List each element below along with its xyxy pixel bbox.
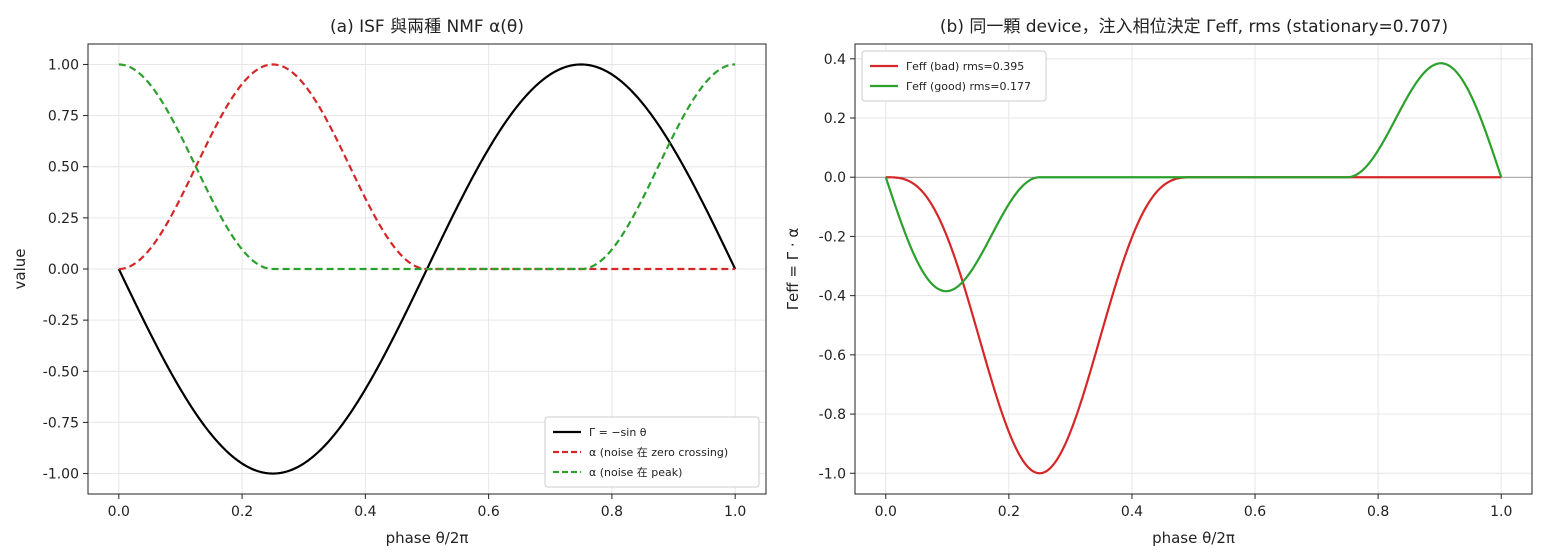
y-tick-label: 0.4 bbox=[824, 52, 846, 68]
legend-label-1: α (noise 在 zero crossing) bbox=[589, 446, 728, 459]
x-tick-label: 0.2 bbox=[231, 504, 253, 520]
chart-b-series bbox=[855, 62, 1532, 475]
chart-b-frame bbox=[854, 43, 1533, 495]
y-tick-label: -0.50 bbox=[43, 364, 79, 380]
y-tick-label: -0.2 bbox=[819, 229, 846, 245]
y-tick-label: -1.00 bbox=[43, 467, 79, 483]
y-tick-label: 0.75 bbox=[48, 109, 79, 125]
series-line-0 bbox=[885, 176, 1502, 475]
chart-a-title: (a) ISF 與兩種 NMF α(θ) bbox=[330, 17, 524, 37]
x-tick-label: 0.0 bbox=[108, 504, 130, 520]
chart-a-x-ticks: 0.0 0.2 0.4 0.6 0.8 1.0 bbox=[108, 494, 746, 520]
chart-b-y-axis-label: Γeff = Γ · α bbox=[784, 228, 802, 311]
series-line-1 bbox=[884, 62, 1503, 293]
x-tick-label: 0.6 bbox=[478, 504, 500, 520]
chart-a-series bbox=[117, 63, 737, 475]
x-tick-label: 1.0 bbox=[1490, 504, 1512, 520]
x-tick-label: 0.6 bbox=[1244, 504, 1266, 520]
chart-b-y-ticks: 0.4 0.2 0.0 -0.2 -0.4 -0.6 -0.8 -1.0 bbox=[819, 52, 855, 482]
chart-b-legend: Γeff (bad) rms=0.395 Γeff (good) rms=0.17… bbox=[861, 50, 1047, 102]
y-tick-label: 0.50 bbox=[48, 160, 79, 176]
y-tick-label: -1.0 bbox=[819, 466, 846, 482]
x-tick-label: 0.4 bbox=[1121, 504, 1143, 520]
y-tick-label: 0.0 bbox=[824, 170, 846, 186]
y-tick-label: -0.8 bbox=[819, 407, 846, 423]
chart-a-y-axis-label: value bbox=[11, 249, 29, 290]
y-tick-label: 0.25 bbox=[48, 211, 79, 227]
chart-b-title: (b) 同一顆 device，注入相位決定 Γeff, rms (station… bbox=[940, 17, 1448, 37]
chart-b-grid bbox=[855, 44, 1532, 494]
x-tick-label: 0.0 bbox=[875, 504, 897, 520]
x-tick-label: 0.4 bbox=[354, 504, 376, 520]
y-tick-label: 0.00 bbox=[48, 262, 79, 278]
chart-panel-a: (a) ISF 與兩種 NMF α(θ) 0.0 0.2 0.4 0.6 0.8 1.0 … bbox=[11, 17, 767, 547]
y-tick-label: -0.4 bbox=[819, 289, 846, 305]
chart-a-y-ticks: 1.00 0.75 0.50 0.25 0.00 -0.25 -0.50 -0.75 -1.00 bbox=[43, 57, 88, 483]
legend-label-2: α (noise 在 peak) bbox=[589, 466, 682, 479]
chart-panel-b: (b) 同一顆 device，注入相位決定 Γeff, rms (station… bbox=[784, 17, 1533, 547]
legend-label-0: Γ = −sin θ bbox=[589, 426, 647, 439]
x-tick-label: 0.8 bbox=[601, 504, 623, 520]
chart-a-legend: Γ = −sin θ α (noise 在 zero crossing) α (no… bbox=[544, 416, 760, 488]
y-tick-label: 1.00 bbox=[48, 57, 79, 73]
chart-b-x-ticks: 0.0 0.2 0.4 0.6 0.8 1.0 bbox=[875, 494, 1512, 520]
chart-a-x-axis-label: phase θ/2π bbox=[386, 529, 469, 547]
legend-frame bbox=[861, 50, 1047, 102]
y-tick-label: -0.75 bbox=[43, 415, 79, 431]
legend-label-1: Γeff (good) rms=0.177 bbox=[906, 80, 1031, 93]
y-tick-label: -0.6 bbox=[819, 348, 846, 364]
series-line-2 bbox=[118, 63, 736, 271]
x-tick-label: 0.8 bbox=[1367, 504, 1389, 520]
x-tick-label: 0.2 bbox=[998, 504, 1020, 520]
x-tick-label: 1.0 bbox=[724, 504, 746, 520]
y-tick-label: 0.2 bbox=[824, 111, 846, 127]
legend-label-0: Γeff (bad) rms=0.395 bbox=[906, 60, 1024, 73]
y-tick-label: -0.25 bbox=[43, 313, 79, 329]
legend-frame bbox=[544, 416, 760, 488]
chart-b-x-axis-label: phase θ/2π bbox=[1152, 529, 1235, 547]
